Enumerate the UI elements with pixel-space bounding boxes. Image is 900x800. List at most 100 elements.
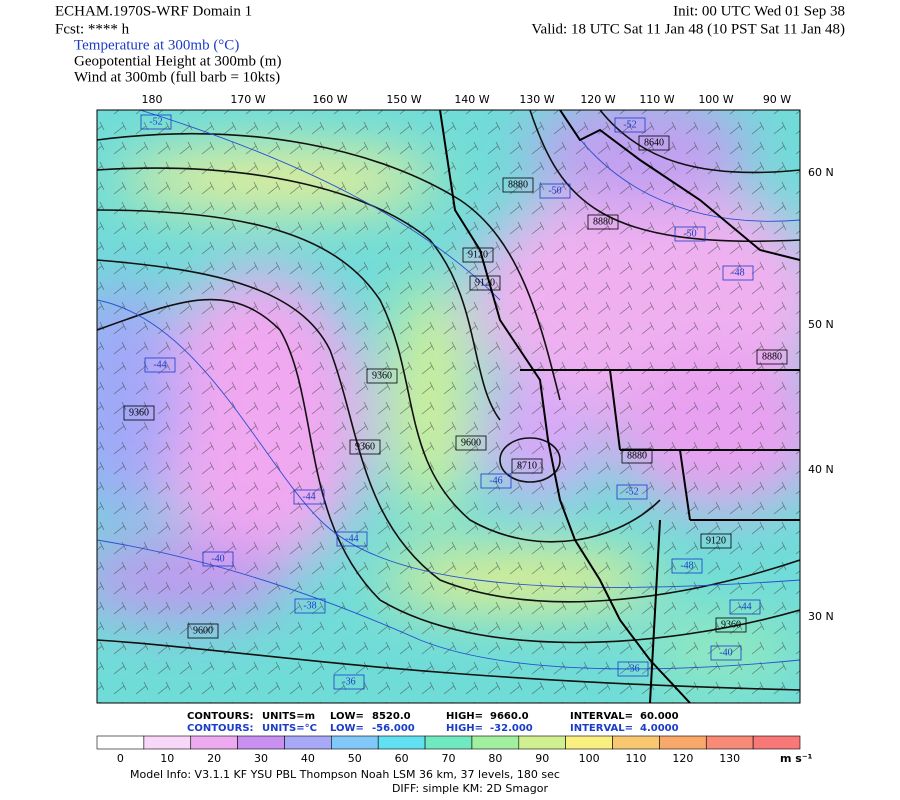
colorbar-tick-label: 40 (301, 752, 315, 765)
temperature-label-box (144, 357, 176, 373)
height-label: 9120 (706, 535, 726, 546)
colorbar-swatch (143, 735, 192, 750)
longitude-label: 140 W (454, 93, 489, 106)
height-label-box (502, 177, 534, 193)
colorbar-swatch (705, 735, 754, 750)
colorbar-swatch (377, 735, 426, 750)
height-label-box (715, 617, 747, 633)
height-label-box (455, 435, 487, 451)
height-label: 9600 (461, 437, 481, 448)
height-label-box (587, 214, 619, 230)
latitude-label: 30 N (808, 610, 834, 623)
colorbar-tick-label: 60 (395, 752, 409, 765)
field-name: Temperature at 300mb (°C) (74, 37, 239, 53)
temperature-label: -52 (623, 119, 636, 130)
longitude-label: 100 W (698, 93, 733, 106)
contour-info: CONTOURS: (187, 711, 254, 722)
colorbar-tick-label: 10 (160, 752, 174, 765)
colorbar-swatch (190, 735, 238, 750)
temperature-label-box (202, 551, 234, 567)
height-label: 8880 (508, 179, 528, 190)
height-label-box (462, 247, 494, 263)
colorbar-tick-label: 90 (535, 752, 549, 765)
colorbar-swatch (752, 735, 801, 750)
field-name: Wind at 300mb (full barb = 10kts) (74, 69, 280, 85)
height-label-box (700, 533, 732, 549)
footer: DIFF: simple KM: 2D Smagor (392, 782, 549, 795)
temperature-label-box (614, 117, 646, 133)
temperature-label: -40 (719, 647, 732, 658)
height-label-box (123, 405, 155, 421)
temperature-label: -44 (738, 601, 751, 612)
colorbar-tick-label: 20 (207, 752, 221, 765)
longitude-label: 120 W (580, 93, 615, 106)
longitude-label: 130 W (519, 93, 554, 106)
height-label-box (187, 623, 219, 639)
latitude-label: 40 N (808, 463, 834, 476)
height-label: 8880 (627, 450, 647, 461)
temperature-label: -48 (731, 267, 744, 278)
contour-info: 60.000 (640, 711, 679, 722)
latitude-label: 60 N (808, 166, 834, 179)
temperature-label: -40 (211, 553, 224, 564)
map-frame (96, 109, 801, 704)
colorbar-swatch (612, 735, 660, 750)
height-label: 9600 (193, 625, 213, 636)
contour-info: LOW= (330, 711, 364, 722)
colorbar-tick-label: 30 (254, 752, 268, 765)
longitude-label: 90 W (763, 93, 791, 106)
height-label: 8640 (644, 137, 664, 148)
colorbar-tick-label: 120 (672, 752, 693, 765)
temperature-label: -44 (302, 491, 315, 502)
temperature-label-box (671, 558, 703, 574)
colorbar-swatch (284, 735, 332, 750)
colorbar-tick-label: 70 (442, 752, 456, 765)
temperature-label-box (333, 674, 365, 690)
latitude-label: 50 N (808, 318, 834, 331)
temperature-label-box (294, 598, 326, 614)
longitude-label: 160 W (312, 93, 347, 106)
height-label-box (469, 275, 501, 291)
height-label: 9120 (475, 277, 495, 288)
colorbar-units: m s⁻¹ (780, 752, 813, 765)
longitude-label: 180 (142, 93, 163, 106)
temperature-label-box (616, 484, 648, 500)
temperature-label-box (140, 114, 172, 130)
temperature-label-box (617, 661, 649, 677)
temperature-label: -50 (683, 228, 696, 239)
footer: Model Info: V3.1.1 KF YSU PBL Thompson N… (130, 768, 560, 781)
height-label-box (638, 135, 670, 151)
temperature-label: -44 (345, 533, 358, 544)
longitude-label: 150 W (386, 93, 421, 106)
temperature-label-box (710, 645, 742, 661)
temperature-label: -46 (489, 475, 502, 486)
contour-info: INTERVAL= (570, 711, 633, 722)
colorbar-swatch (96, 735, 145, 750)
contour-info: 8520.0 (372, 711, 411, 722)
height-label: 9360 (372, 370, 392, 381)
temperature-label: -52 (625, 486, 638, 497)
temperature-label-box (722, 265, 754, 281)
temperature-label: -50 (548, 185, 561, 196)
height-label: 8710 (517, 460, 537, 471)
colorbar-swatch (471, 735, 520, 750)
colorbar-swatch (565, 735, 613, 750)
height-label-box (366, 368, 398, 384)
longitude-label: 110 W (639, 93, 674, 106)
colorbar-tick-label: 80 (488, 752, 502, 765)
colorbar-tick-label: 130 (719, 752, 740, 765)
contour-info: INTERVAL= (570, 723, 633, 734)
contour-info: LOW= (330, 723, 364, 734)
height-label: 9360 (129, 407, 149, 418)
height-label: 9360 (355, 441, 375, 452)
header-right: Init: 00 UTC Wed 01 Sep 38 (673, 3, 845, 19)
height-label-box (756, 349, 788, 365)
height-label: 8880 (593, 216, 613, 227)
height-label-box (349, 439, 381, 455)
contour-info: HIGH= (446, 711, 483, 722)
colorbar-tick-label: 100 (579, 752, 600, 765)
height-label: 8880 (762, 351, 782, 362)
height-label: 9120 (468, 249, 488, 260)
header-left: Fcst: **** h (55, 21, 130, 37)
